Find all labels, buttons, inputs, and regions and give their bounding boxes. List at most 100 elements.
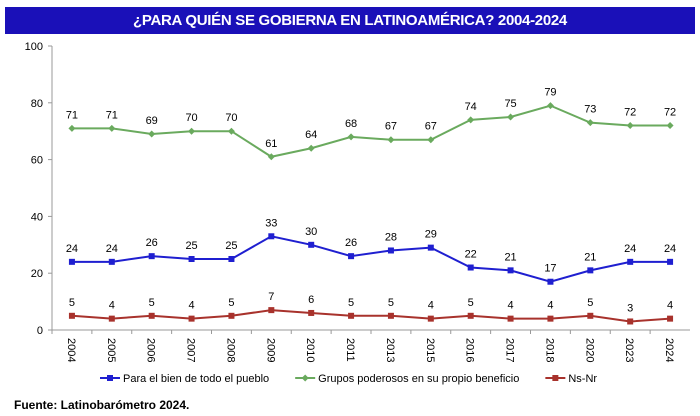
data-label: 24 [66,243,78,255]
data-point [188,127,196,135]
data-label: 7 [268,291,274,303]
data-label: 3 [627,302,633,314]
data-point [108,124,116,132]
data-point [308,309,315,316]
x-tick-label: 2024 [663,338,675,362]
data-point [547,315,554,322]
data-label: 75 [504,98,516,110]
x-tick-label: 2009 [264,338,276,362]
y-tick-label: 0 [37,325,43,337]
data-point [627,258,634,265]
data-label: 26 [146,237,158,249]
x-tick-label: 2005 [105,338,117,362]
data-label: 70 [225,112,237,124]
data-point [627,318,634,325]
data-point [348,253,355,260]
legend-label: Ns-Nr [568,373,597,385]
data-label: 22 [465,249,477,261]
data-point [626,122,634,130]
data-point [307,144,315,152]
data-label: 6 [308,294,314,306]
data-label: 68 [345,118,357,130]
data-label: 72 [664,107,676,119]
data-point [68,312,75,319]
data-point [148,312,155,319]
y-tick-label: 40 [31,211,43,223]
x-tick-label: 2013 [384,338,396,362]
data-point [108,258,115,265]
data-point [507,113,515,121]
data-point [507,267,514,274]
series-line [71,309,671,323]
legend-label: Para el bien de todo el pueblo [123,373,269,385]
data-point [427,244,434,251]
data-point [467,312,474,319]
data-label: 29 [425,229,437,241]
data-label: 24 [106,243,118,255]
data-point [587,267,594,274]
data-point [427,136,435,144]
data-point [268,307,275,314]
data-point [148,130,156,138]
data-label: 69 [146,115,158,127]
x-tick-label: 2016 [464,338,476,362]
data-label: 67 [425,121,437,133]
x-tick-label: 2017 [504,338,516,362]
x-tick-label: 2004 [65,338,77,362]
x-tick-label: 2007 [185,338,197,362]
data-point [667,315,674,322]
data-label: 5 [149,297,155,309]
source-note: Fuente: Latinobarómetro 2024. [14,398,190,412]
legend-label: Grupos poderosos en su propio beneficio [318,373,519,385]
data-point [666,122,674,130]
data-point [108,315,115,322]
data-label: 21 [584,251,596,263]
line-chart: 0 20 40 60 80 100 2004 2005 2006 2007 2008 2009 2010… [25,41,690,385]
data-label: 61 [265,138,277,150]
data-point [667,258,674,265]
data-label: 5 [468,297,474,309]
data-point [387,247,394,254]
data-label: 67 [385,121,397,133]
y-tick-label: 20 [31,268,43,280]
data-label: 70 [185,112,197,124]
x-tick-label: 2008 [224,338,236,362]
legend-marker [552,375,559,381]
data-label: 25 [185,240,197,252]
data-point [507,315,514,322]
data-point [227,127,235,135]
data-point [148,253,155,260]
data-label: 71 [66,109,78,121]
data-label: 74 [465,101,477,113]
data-label: 4 [547,300,553,312]
data-label: 4 [189,300,195,312]
data-point [308,241,315,248]
data-label: 4 [428,300,434,312]
x-tick-label: 2011 [344,338,356,362]
data-label: 24 [624,243,636,255]
data-point [586,119,594,127]
data-label: 21 [504,251,516,263]
data-label: 4 [109,300,115,312]
data-label: 5 [228,297,234,309]
data-point [268,233,275,240]
data-point [467,264,474,271]
x-tick-label: 2018 [543,338,555,362]
data-label: 33 [265,217,277,229]
data-point [68,124,76,132]
legend-marker [301,374,309,382]
data-label: 17 [544,263,556,275]
data-label: 25 [225,240,237,252]
data-point [347,133,355,141]
data-point [228,312,235,319]
data-label: 79 [544,87,556,99]
data-point [587,312,594,319]
data-label: 4 [508,300,514,312]
data-point [188,315,195,322]
data-label: 26 [345,237,357,249]
data-label: 24 [664,243,676,255]
data-point [427,315,434,322]
data-point [546,102,554,110]
data-point [547,278,554,285]
